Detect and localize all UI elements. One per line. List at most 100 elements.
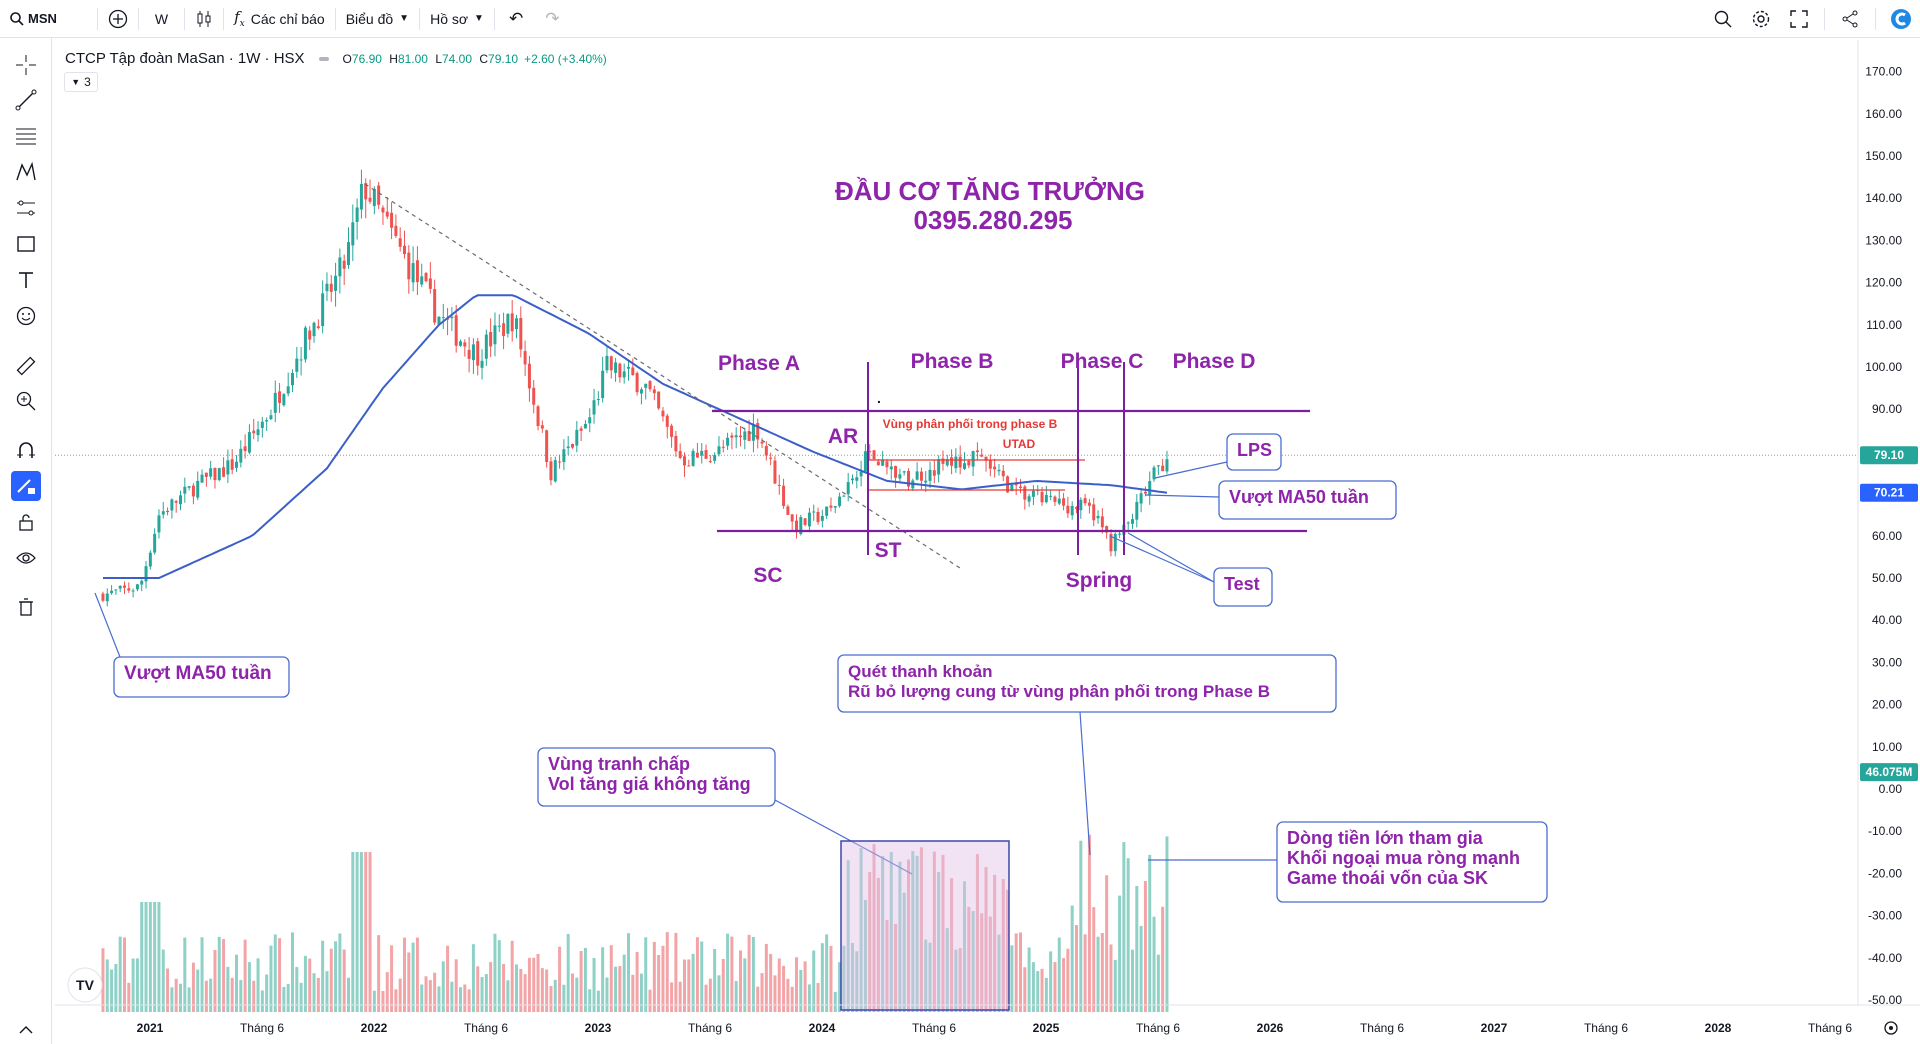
candle-body bbox=[1079, 499, 1083, 511]
candle-body bbox=[325, 283, 329, 292]
candle-body bbox=[437, 316, 441, 325]
candle-body bbox=[286, 386, 290, 394]
volume-bar bbox=[984, 867, 988, 1012]
keep-drawing-tool[interactable] bbox=[11, 471, 41, 501]
volume-bar bbox=[183, 937, 187, 1012]
volume-bar bbox=[644, 937, 648, 1012]
volume-bar bbox=[924, 939, 928, 1012]
zoom-tool[interactable] bbox=[11, 386, 41, 416]
y-tick-label: -50.00 bbox=[1868, 993, 1902, 1007]
magnet-tool[interactable] bbox=[11, 435, 41, 465]
volume-bar bbox=[428, 980, 432, 1012]
chart-menu-button[interactable]: Biểu đồ ▼ bbox=[336, 0, 419, 38]
candle-body bbox=[721, 446, 725, 448]
indicator-collapse-button[interactable]: ▼ 3 bbox=[64, 72, 98, 92]
ma50-line bbox=[103, 294, 1168, 579]
candle-body bbox=[489, 331, 493, 347]
volume-bar bbox=[906, 859, 910, 1012]
volume-bar bbox=[601, 947, 605, 1012]
money-callout-text: Dòng tiền lớn tham gia bbox=[1287, 828, 1484, 848]
candle-body bbox=[1165, 459, 1169, 472]
smiley-icon bbox=[16, 306, 36, 326]
compare-button[interactable] bbox=[98, 0, 138, 38]
volume-bar bbox=[110, 969, 114, 1012]
visibility-tool[interactable] bbox=[11, 543, 41, 573]
candle-body bbox=[803, 518, 807, 525]
volume-bar bbox=[1113, 959, 1117, 1012]
crosshair-tool[interactable] bbox=[11, 50, 41, 80]
spring-label: Spring bbox=[1066, 569, 1133, 592]
toolbar-divider bbox=[493, 7, 495, 30]
test-callout-pointer bbox=[1109, 535, 1215, 583]
volume-bar bbox=[122, 937, 126, 1012]
candle-body bbox=[558, 461, 562, 463]
volume-bar bbox=[420, 984, 424, 1012]
high-value: 81.00 bbox=[397, 51, 428, 66]
candle-body bbox=[536, 406, 540, 426]
redo-button[interactable]: ↷ bbox=[537, 0, 567, 38]
share-button[interactable] bbox=[1831, 0, 1869, 38]
volume-bar bbox=[971, 911, 975, 1012]
candle-body bbox=[493, 325, 497, 345]
chart-type-button[interactable] bbox=[185, 0, 223, 38]
pattern-tool[interactable] bbox=[11, 157, 41, 187]
liquidity-callout-box bbox=[837, 654, 1337, 713]
candle-body bbox=[846, 482, 850, 495]
volume-bar bbox=[252, 980, 256, 1012]
candle-body bbox=[239, 448, 243, 463]
downtrend-line bbox=[364, 183, 961, 569]
volume-bar bbox=[842, 945, 846, 1012]
emoji-tool[interactable] bbox=[11, 301, 41, 331]
volume-bar bbox=[411, 942, 415, 1012]
candle-body bbox=[799, 517, 803, 534]
forecast-tool[interactable] bbox=[11, 193, 41, 223]
undo-button[interactable]: ↶ bbox=[495, 0, 537, 38]
trendline-tool[interactable] bbox=[11, 85, 41, 115]
candle-body bbox=[532, 387, 536, 405]
volume-bar bbox=[234, 954, 238, 1012]
share-icon bbox=[1842, 10, 1858, 28]
volume-bar bbox=[338, 933, 342, 1012]
account-button[interactable] bbox=[1882, 0, 1920, 38]
candle-body bbox=[127, 588, 131, 591]
volume-bar bbox=[833, 991, 837, 1012]
symbol-legend[interactable]: CTCP Tập đoàn MaSan · 1W · HSX O76.90 H8… bbox=[65, 50, 607, 67]
profile-menu-button[interactable]: Hồ sơ ▼ bbox=[420, 0, 494, 38]
volume-bar bbox=[863, 899, 867, 1012]
volume-bar bbox=[196, 969, 200, 1012]
fullscreen-button[interactable] bbox=[1780, 0, 1818, 38]
lock-tool[interactable] bbox=[11, 507, 41, 537]
candle-body bbox=[665, 415, 669, 427]
ma50-left-callout-pointer bbox=[94, 592, 121, 658]
volume-bar bbox=[178, 983, 182, 1012]
volume-bar bbox=[1135, 885, 1139, 1012]
candle-body bbox=[545, 430, 549, 462]
volume-bar bbox=[204, 980, 208, 1012]
candle-body bbox=[204, 472, 208, 477]
indicators-label: Các chỉ báo bbox=[250, 10, 325, 27]
candle-body bbox=[183, 486, 187, 494]
symbol-search[interactable]: MSN bbox=[0, 0, 67, 38]
indicators-button[interactable]: fx Các chỉ báo bbox=[224, 0, 335, 38]
sc-label: SC bbox=[753, 564, 782, 587]
open-value: 76.90 bbox=[351, 51, 382, 66]
collapse-toolbar-button[interactable] bbox=[11, 1018, 41, 1040]
volume-bar bbox=[415, 937, 419, 1012]
quick-search-button[interactable] bbox=[1704, 0, 1742, 38]
settings-button[interactable] bbox=[1742, 0, 1780, 38]
volume-bar bbox=[721, 958, 725, 1012]
shape-tool[interactable] bbox=[11, 229, 41, 259]
text-tool[interactable] bbox=[11, 265, 41, 295]
test-callout-pointer bbox=[1127, 532, 1215, 583]
candle-body bbox=[700, 450, 704, 456]
chevron-down-icon: ▼ bbox=[399, 13, 410, 24]
fib-tool[interactable] bbox=[11, 121, 41, 151]
volume-bar bbox=[450, 981, 454, 1012]
volume-bar bbox=[226, 966, 230, 1012]
candle-body bbox=[428, 278, 432, 289]
delete-tool[interactable] bbox=[11, 592, 41, 622]
ruler-tool[interactable] bbox=[11, 351, 41, 381]
volume-bar bbox=[1156, 954, 1160, 1012]
interval-button[interactable]: W bbox=[139, 0, 184, 38]
